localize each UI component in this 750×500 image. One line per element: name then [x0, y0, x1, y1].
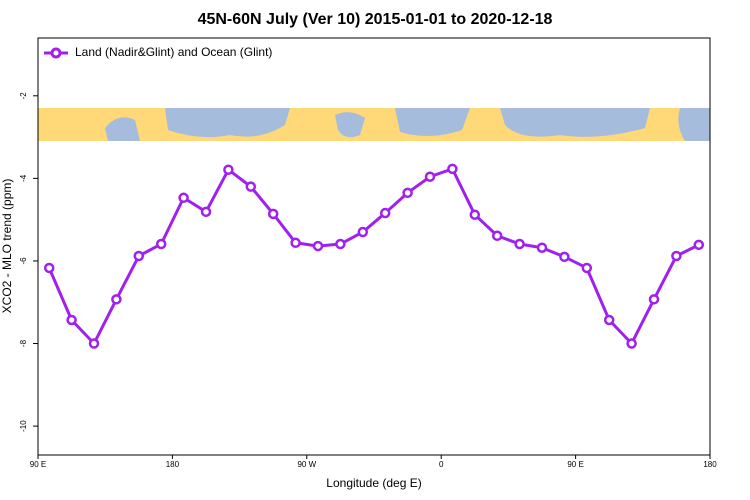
map-band	[38, 108, 710, 141]
point	[491, 230, 503, 242]
y-tick-label: -10	[19, 420, 28, 432]
point	[43, 262, 55, 274]
point	[648, 294, 660, 305]
x-tick-label: 90 E	[30, 460, 46, 469]
y-tick-label: -2	[19, 92, 28, 100]
point	[111, 294, 122, 305]
point	[671, 250, 682, 262]
chart-title: 45N-60N July (Ver 10) 2015-01-01 to 2020…	[198, 11, 553, 28]
x-axis-label: Longitude (deg E)	[326, 476, 421, 490]
point	[402, 187, 413, 199]
x-tick-label: 90 W	[297, 460, 316, 469]
point	[626, 338, 637, 349]
point	[357, 226, 369, 238]
point	[88, 338, 100, 349]
legend: Land (Nadir&Glint) and Ocean (Glint)	[44, 45, 272, 59]
series-line	[47, 167, 700, 346]
point	[290, 237, 301, 249]
x-tick-label: 180	[166, 460, 180, 469]
point	[469, 209, 481, 220]
point	[155, 238, 167, 250]
point	[335, 238, 346, 250]
point	[245, 181, 257, 192]
x-tick-label: 0	[439, 460, 444, 469]
y-tick-label: -8	[19, 339, 28, 347]
point	[514, 238, 525, 250]
x-tick-label: 90 E	[567, 460, 583, 469]
point	[178, 192, 189, 204]
point	[312, 240, 324, 252]
y-axis-label: XCO2 - MLO trend (ppm)	[0, 179, 14, 314]
plot-frame	[37, 37, 711, 456]
x-tick-label: 180	[703, 460, 717, 469]
point	[603, 314, 615, 326]
point	[133, 250, 145, 262]
point	[200, 206, 212, 218]
point	[536, 242, 548, 253]
point	[66, 314, 77, 326]
point	[693, 239, 705, 251]
point	[424, 171, 436, 182]
legend-marker	[50, 47, 62, 59]
point	[223, 164, 234, 175]
y-tick-label: -6	[19, 257, 28, 265]
point	[379, 207, 391, 219]
point	[447, 163, 458, 175]
point	[267, 208, 279, 220]
point	[559, 251, 570, 263]
y-tick-label: -4	[19, 174, 28, 182]
point	[581, 262, 593, 274]
legend-label: Land (Nadir&Glint) and Ocean (Glint)	[75, 45, 272, 59]
